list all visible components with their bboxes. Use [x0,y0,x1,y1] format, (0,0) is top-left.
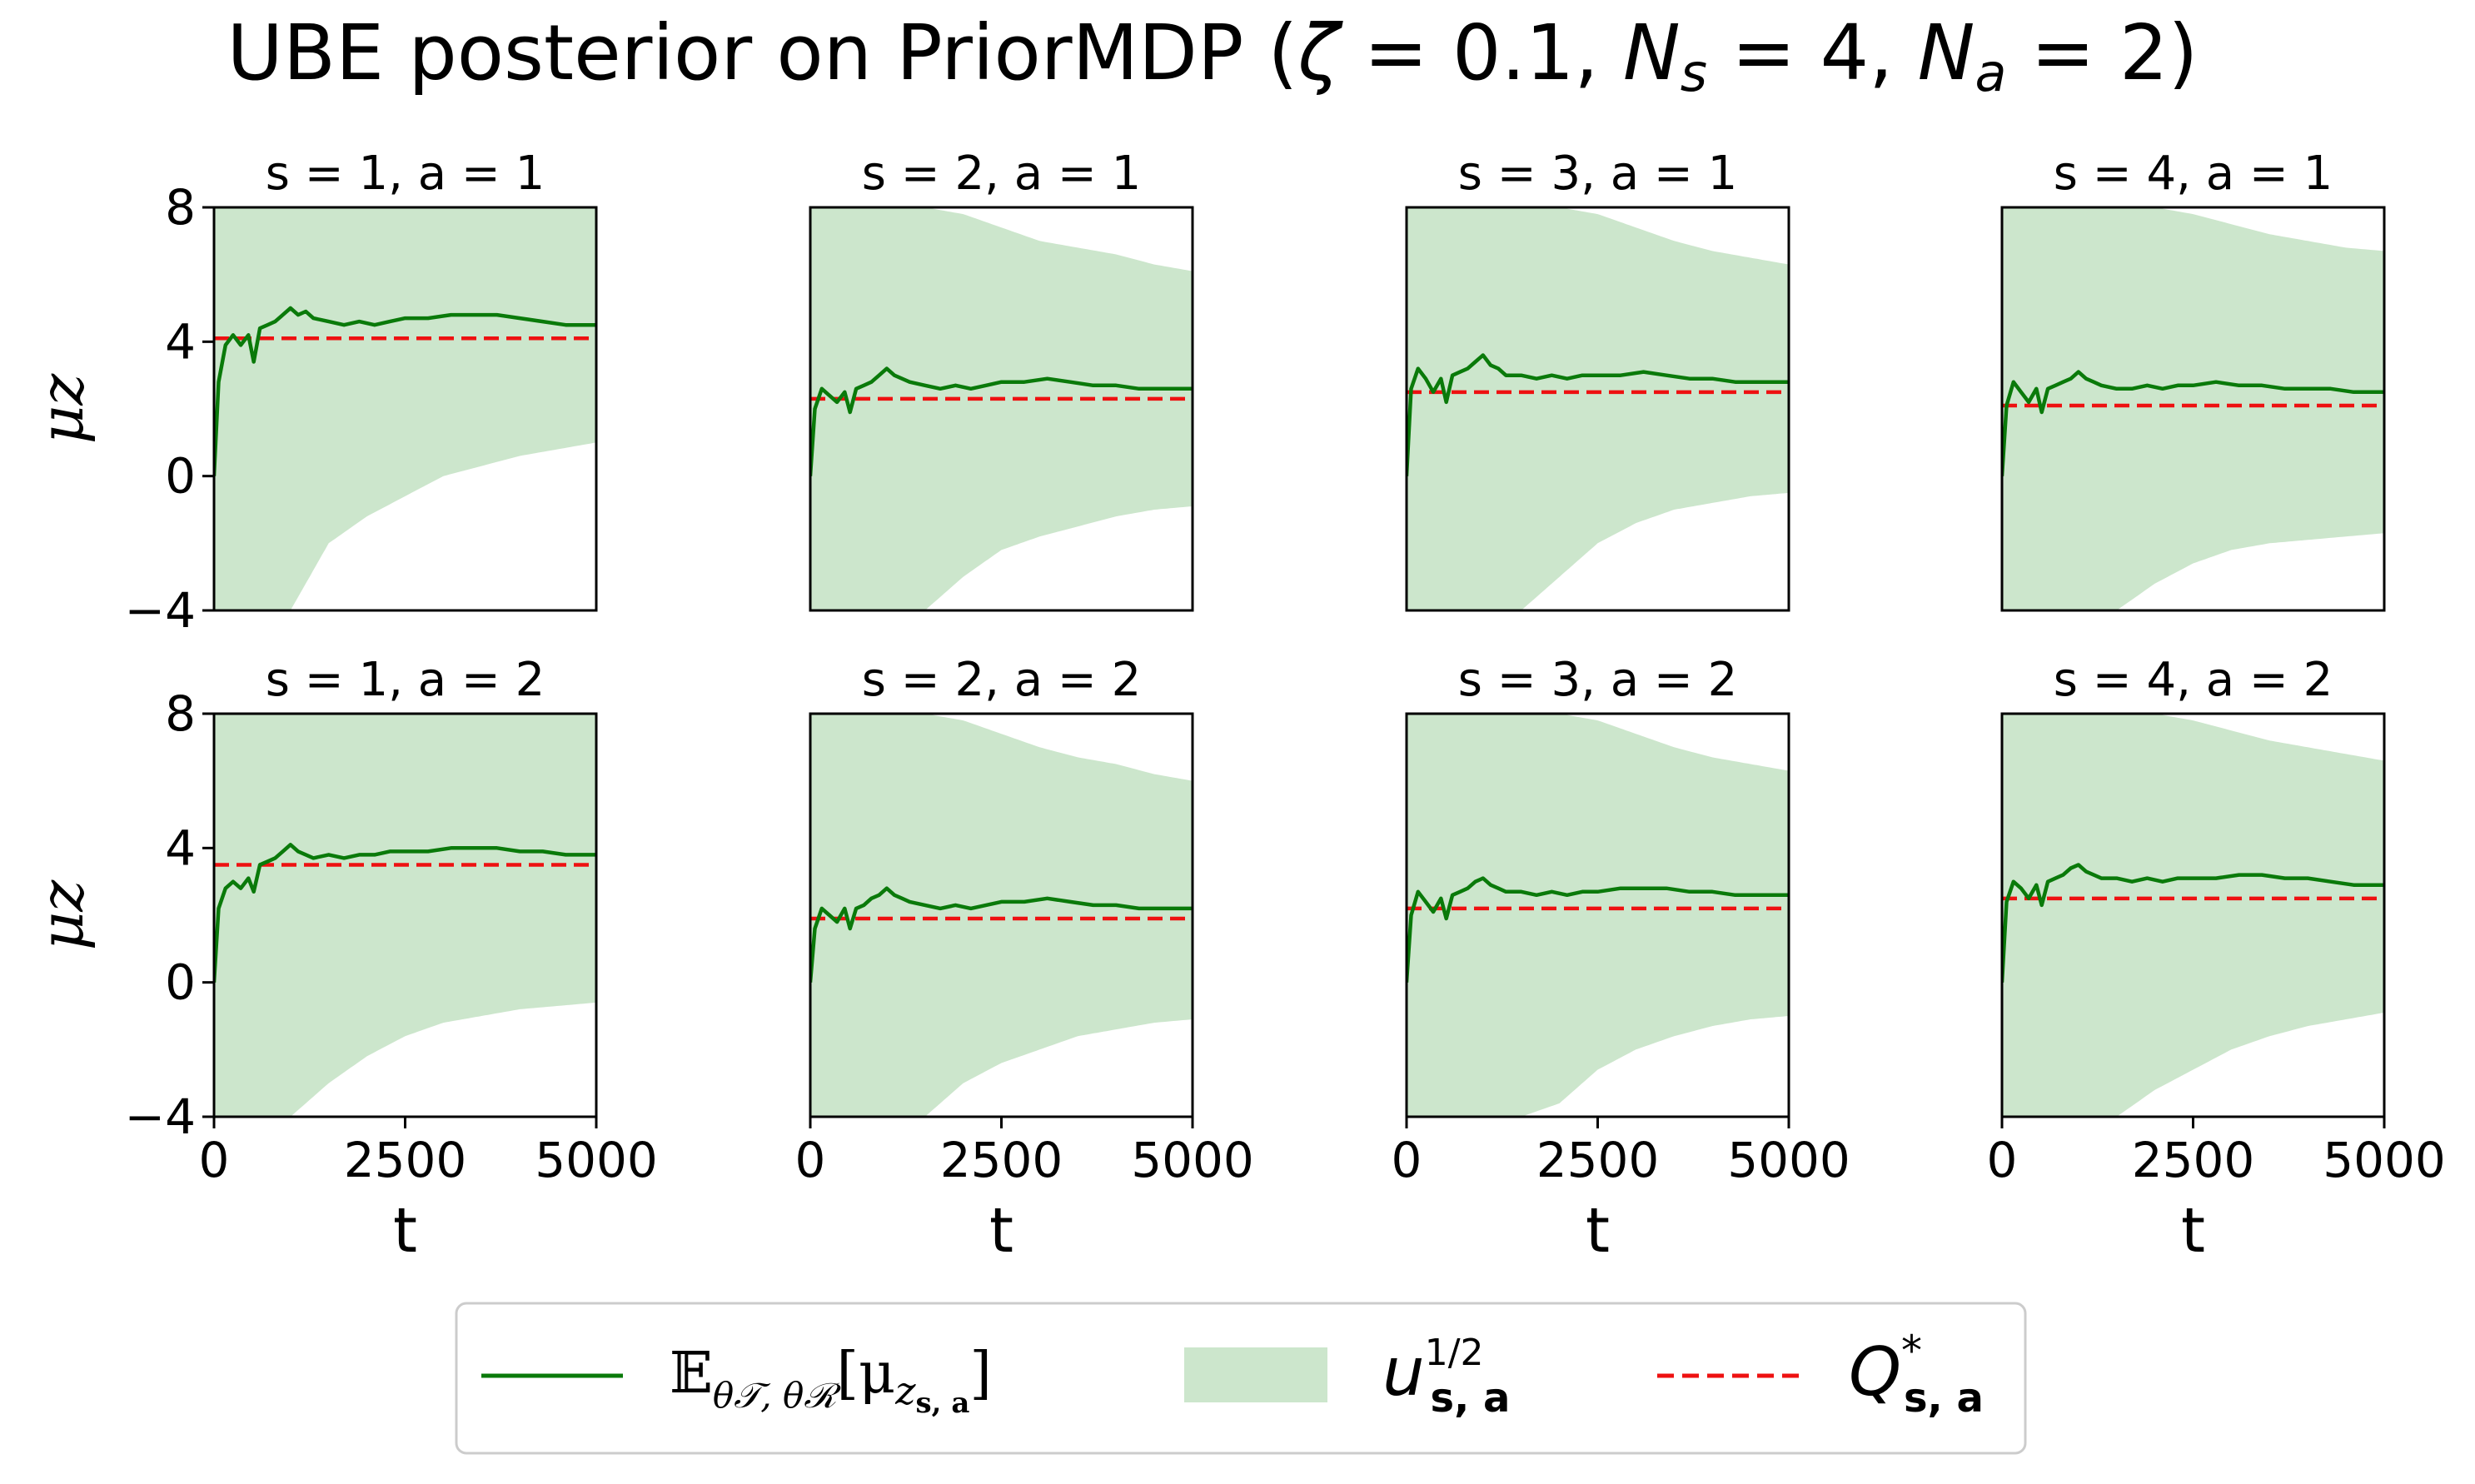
subplot-panel: s = 4, a = 2 0 2500 5000 t [1987,653,2446,1267]
title-prefix: UBE posterior on PriorMDP ( [227,8,1298,97]
mean-line [1407,876,1789,983]
x-tick-label: 5000 [1131,1132,1254,1188]
y-tick-label: 8 [165,685,196,742]
y-tick-label: 0 [165,954,196,1011]
axes-frame [2000,206,2386,612]
title-na-text: = 2) [2006,8,2198,97]
y-axis-label: μz [27,879,97,951]
y-tick-label: −4 [125,582,197,639]
subplot-title: s = 3, a = 1 [1458,147,1737,201]
y-tick-label: 0 [165,448,196,505]
x-axis-label: t [1586,1195,1610,1267]
axes-frame [1405,206,1790,612]
legend-ref-label: Q* s, a [1849,1327,1984,1422]
legend-band-swatch [1184,1347,1327,1402]
y-tick-label: −4 [125,1088,197,1145]
uncertainty-band [214,207,596,610]
subplot-panel: s = 4, a = 1 [2000,147,2386,612]
subplot-panel: s = 2, a = 1 [809,147,1194,612]
axes-frame [212,206,598,612]
y-axis-label: μz [27,373,97,445]
uncertainty-band [214,714,596,1117]
subplot-panel: s = 2, a = 2 0 2500 5000 t [795,653,1254,1267]
title-ns-sub: s [1681,42,1707,103]
subplot-title: s = 4, a = 1 [2054,147,2333,201]
title-na-sub: a [1975,42,2006,103]
subplot-title: s = 2, a = 1 [862,147,1141,201]
x-axis-label: t [393,1195,417,1267]
uncertainty-band [2002,207,2384,610]
title-zeta: ζ [1297,8,1343,97]
mean-line [810,886,1193,983]
title-zeta-text: = 0.1, [1339,8,1622,97]
legend-band-label: u1/2 s, a [1382,1332,1510,1422]
subplot-panel: s = 3, a = 2 0 2500 5000 t [1392,653,1850,1267]
x-tick-label: 5000 [1727,1132,1850,1188]
mean-line [810,366,1193,476]
uncertainty-band [810,207,1193,610]
subplot-panel: s = 1, a = 1 8 4 0 −4 μz [27,147,598,639]
subplot-title: s = 3, a = 2 [1458,653,1737,707]
subplot-title: s = 2, a = 2 [862,653,1141,707]
subplot-title: s = 4, a = 2 [2054,653,2333,707]
axes-frame [809,206,1194,612]
x-tick-label: 5000 [535,1132,658,1188]
uncertainty-band [2002,714,2384,1117]
uncertainty-band [1407,714,1789,1117]
x-tick-label: 0 [1392,1132,1422,1188]
x-tick-label: 0 [1987,1132,2018,1188]
y-tick-label: 8 [165,179,196,236]
x-tick-label: 2500 [344,1132,467,1188]
x-tick-label: 2500 [1536,1132,1660,1188]
y-tick-label: 4 [165,313,196,370]
subplot-title: s = 1, a = 2 [266,653,545,707]
legend: 𝔼θ𝒯, θℛ[μzs, a] u1/2 s, a Q* s, a [455,1302,2027,1455]
subplot-title: s = 1, a = 1 [266,147,545,201]
mean-line [214,306,596,476]
title-na: N [1918,8,1975,97]
x-tick-label: 2500 [2132,1132,2255,1188]
legend-mean-label: 𝔼θ𝒯, θℛ[μzs, a] [670,1341,992,1420]
x-axis-label: t [989,1195,1013,1267]
mean-line [214,843,596,983]
mean-line [2002,863,2384,983]
mean-line [1407,353,1789,476]
title-ns-text: = 4, [1707,8,1918,97]
x-tick-label: 0 [795,1132,826,1188]
mean-line [2002,370,2384,476]
title-ns: N [1623,8,1681,97]
uncertainty-band [1407,207,1789,610]
subplot-panel: s = 3, a = 1 [1405,147,1790,612]
x-axis-label: t [2181,1195,2205,1267]
y-tick-label: 4 [165,819,196,876]
x-tick-label: 0 [199,1132,230,1188]
x-tick-label: 2500 [940,1132,1063,1188]
figure-title: UBE posterior on PriorMDP (ζ = 0.1, Ns =… [227,8,2199,103]
uncertainty-band [810,714,1193,1117]
x-tick-label: 5000 [2323,1132,2446,1188]
